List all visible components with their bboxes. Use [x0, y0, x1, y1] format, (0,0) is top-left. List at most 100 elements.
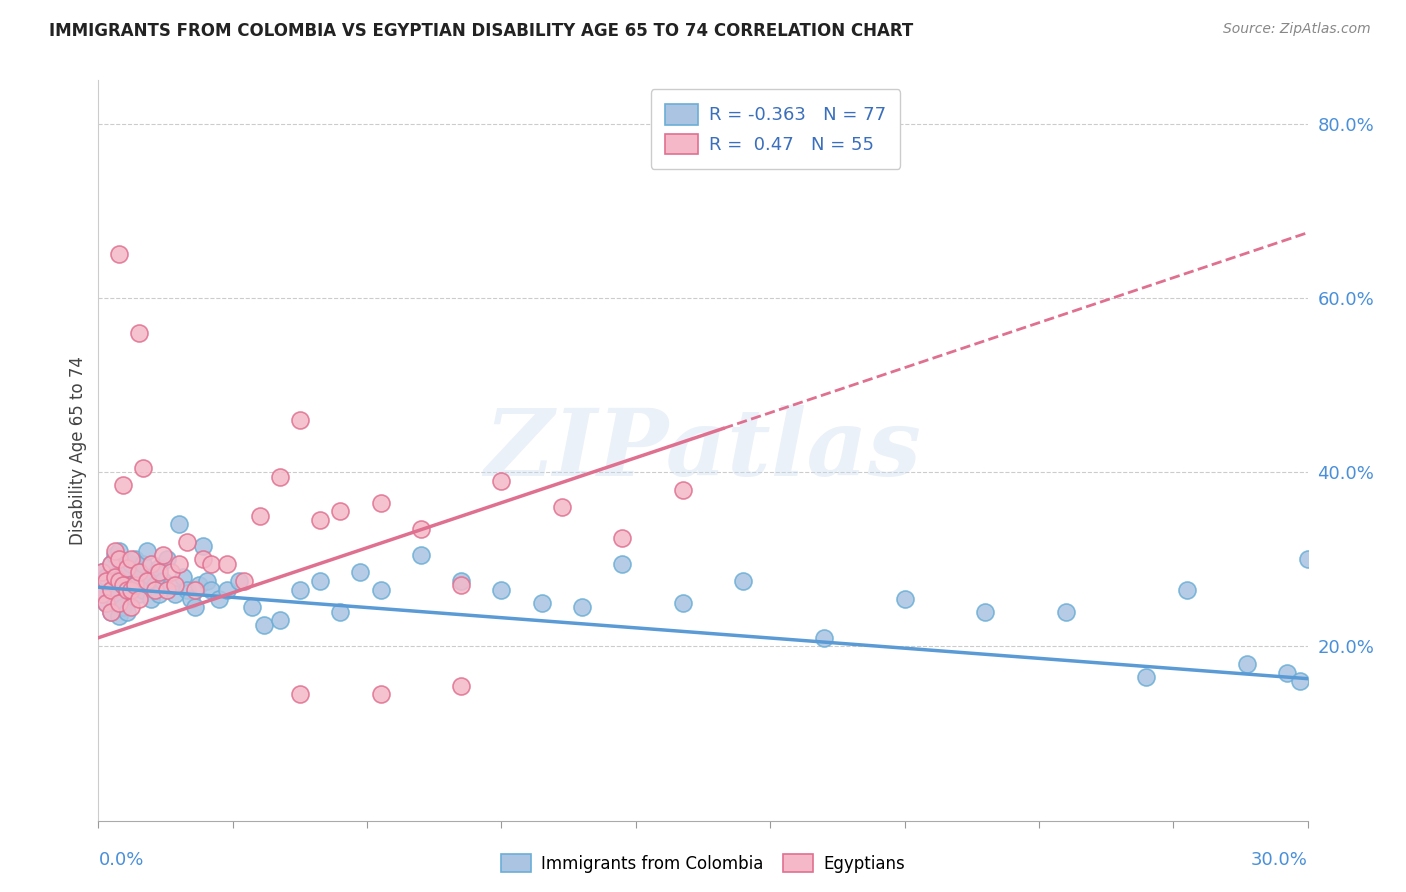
Point	[193, 539, 215, 553]
Point	[217, 557, 239, 571]
Point	[91, 566, 114, 580]
Point	[148, 587, 170, 601]
Point	[240, 600, 263, 615]
Point	[124, 574, 146, 588]
Point	[107, 543, 129, 558]
Point	[111, 578, 134, 592]
Point	[974, 605, 997, 619]
Point	[450, 574, 472, 588]
Point	[135, 574, 157, 588]
Point	[156, 582, 179, 597]
Point	[672, 483, 695, 497]
Point	[172, 570, 194, 584]
Point	[200, 582, 222, 597]
Point	[249, 508, 271, 523]
Point	[96, 596, 118, 610]
Point	[200, 557, 222, 571]
Point	[288, 687, 311, 701]
Point	[491, 582, 513, 597]
Point	[288, 582, 311, 597]
Point	[184, 582, 207, 597]
Point	[188, 578, 211, 592]
Point	[91, 566, 114, 580]
Point	[409, 522, 432, 536]
Point	[120, 552, 142, 566]
Point	[107, 247, 129, 261]
Point	[115, 566, 138, 580]
Point	[160, 578, 183, 592]
Point	[551, 500, 574, 514]
Text: 0.0%: 0.0%	[98, 851, 143, 869]
Point	[1054, 605, 1077, 619]
Point	[96, 570, 118, 584]
Point	[612, 557, 634, 571]
Point	[100, 605, 122, 619]
Point	[612, 531, 634, 545]
Point	[107, 566, 129, 580]
Point	[329, 504, 352, 518]
Point	[253, 617, 276, 632]
Point	[132, 461, 155, 475]
Point	[111, 600, 134, 615]
Point	[132, 557, 155, 571]
Point	[152, 548, 174, 562]
Text: Source: ZipAtlas.com: Source: ZipAtlas.com	[1223, 22, 1371, 37]
Point	[148, 561, 170, 575]
Point	[128, 591, 150, 606]
Point	[143, 578, 166, 592]
Point	[208, 591, 231, 606]
Point	[232, 574, 254, 588]
Point	[163, 587, 186, 601]
Point	[103, 543, 125, 558]
Point	[128, 587, 150, 601]
Point	[139, 591, 162, 606]
Point	[139, 557, 162, 571]
Point	[115, 605, 138, 619]
Point	[217, 582, 239, 597]
Point	[672, 596, 695, 610]
Point	[115, 561, 138, 575]
Point	[115, 582, 138, 597]
Point	[103, 596, 125, 610]
Point	[571, 600, 593, 615]
Point	[1277, 665, 1299, 680]
Point	[309, 513, 332, 527]
Point	[370, 496, 392, 510]
Point	[167, 557, 190, 571]
Point	[152, 574, 174, 588]
Point	[813, 631, 835, 645]
Point	[450, 679, 472, 693]
Point	[370, 582, 392, 597]
Point	[103, 578, 125, 592]
Point	[733, 574, 755, 588]
Point	[139, 570, 162, 584]
Point	[349, 566, 371, 580]
Point	[91, 587, 114, 601]
Point	[167, 517, 190, 532]
Text: ZIPatlas: ZIPatlas	[485, 406, 921, 495]
Point	[195, 574, 218, 588]
Point	[100, 605, 122, 619]
Point	[124, 578, 146, 592]
Point	[100, 582, 122, 597]
Text: 30.0%: 30.0%	[1251, 851, 1308, 869]
Point	[120, 578, 142, 592]
Point	[107, 609, 129, 624]
Point	[107, 587, 129, 601]
Point	[111, 478, 134, 492]
Point	[269, 613, 291, 627]
Point	[309, 574, 332, 588]
Point	[180, 591, 202, 606]
Point	[135, 574, 157, 588]
Point	[103, 548, 125, 562]
Point	[96, 596, 118, 610]
Point	[1135, 670, 1157, 684]
Point	[893, 591, 915, 606]
Point	[143, 582, 166, 597]
Point	[148, 566, 170, 580]
Point	[128, 570, 150, 584]
Point	[1296, 552, 1319, 566]
Point	[124, 552, 146, 566]
Point	[530, 596, 553, 610]
Legend: R = -0.363   N = 77, R =  0.47   N = 55: R = -0.363 N = 77, R = 0.47 N = 55	[651, 89, 900, 169]
